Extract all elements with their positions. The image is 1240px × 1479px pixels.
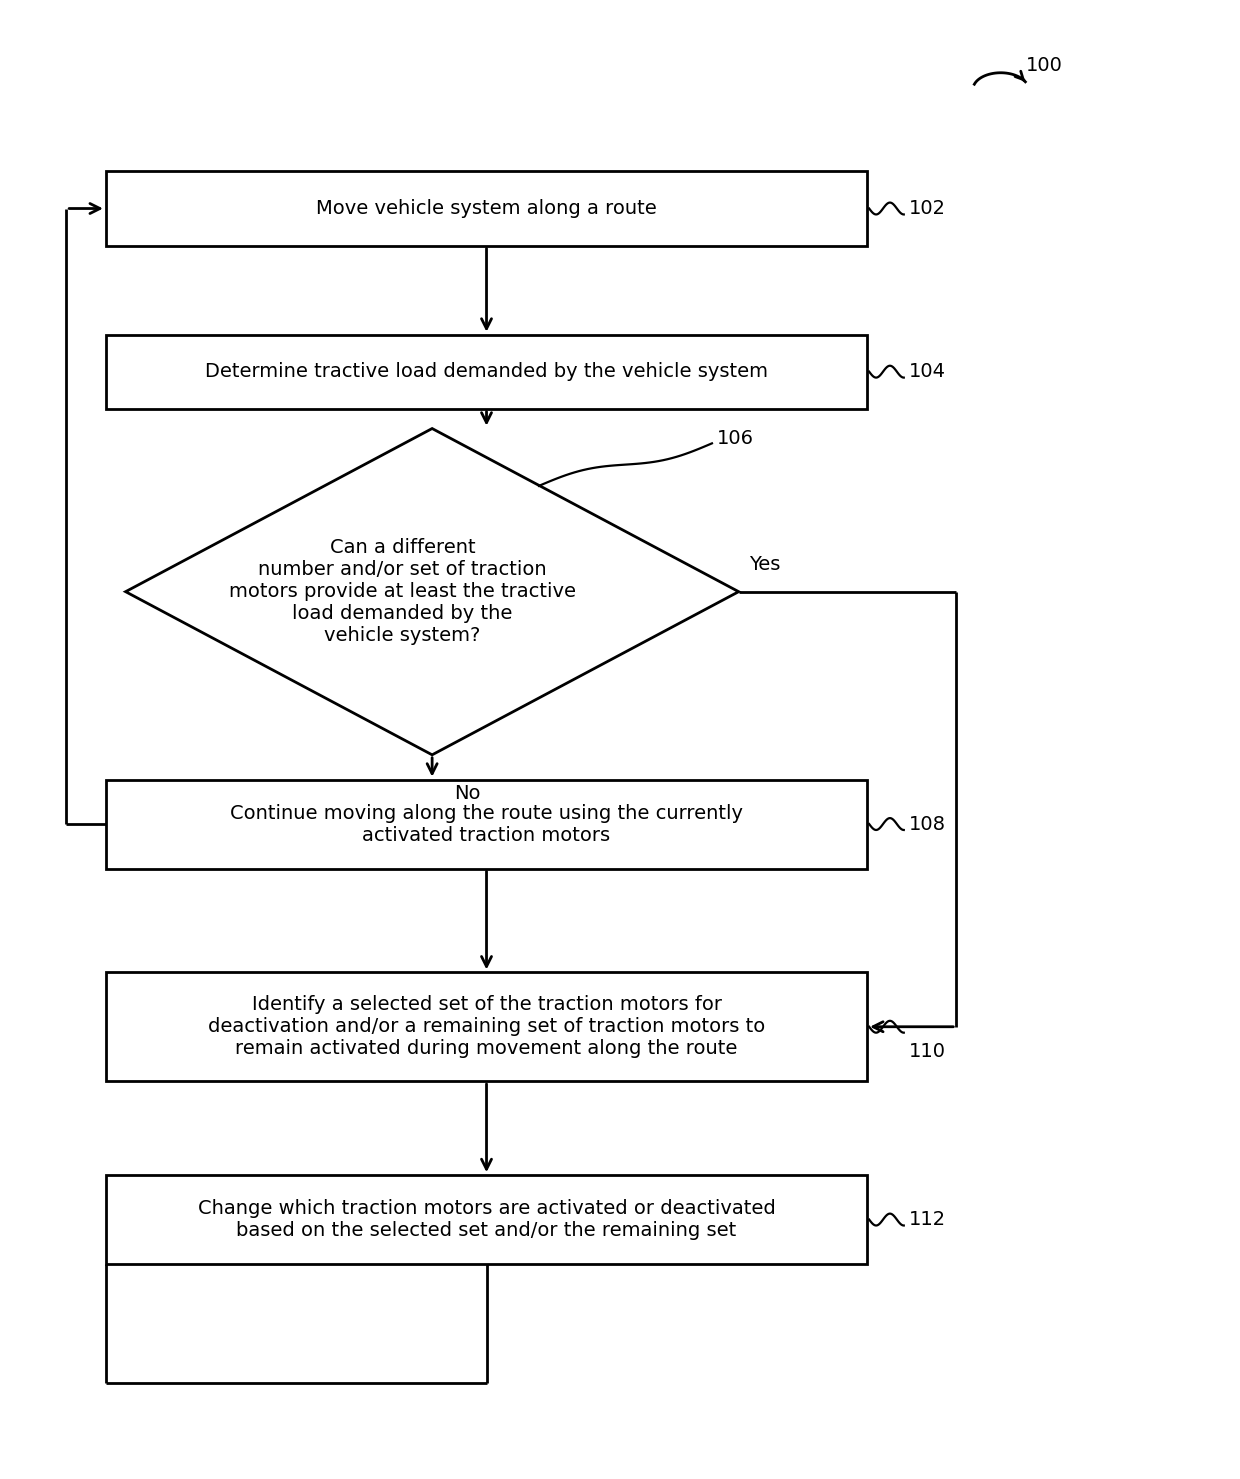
Text: Change which traction motors are activated or deactivated
based on the selected : Change which traction motors are activat… (197, 1199, 775, 1239)
Text: Continue moving along the route using the currently
activated traction motors: Continue moving along the route using th… (229, 803, 743, 845)
Text: 108: 108 (909, 815, 946, 834)
Bar (105, 1176, 867, 1265)
Bar (105, 972, 867, 1081)
Text: No: No (454, 784, 480, 803)
Text: Move vehicle system along a route: Move vehicle system along a route (316, 200, 657, 217)
Text: 102: 102 (909, 200, 946, 217)
Text: 106: 106 (717, 429, 754, 448)
Text: Can a different
number and/or set of traction
motors provide at least the tracti: Can a different number and/or set of tra… (229, 538, 575, 645)
Text: 110: 110 (909, 1043, 946, 1060)
Text: Determine tractive load demanded by the vehicle system: Determine tractive load demanded by the … (205, 362, 768, 382)
Bar (105, 334, 867, 408)
Text: 112: 112 (909, 1210, 946, 1229)
Bar (105, 172, 867, 246)
Polygon shape (125, 429, 739, 754)
Text: 100: 100 (1025, 56, 1063, 75)
Bar (105, 779, 867, 868)
Text: Yes: Yes (749, 555, 780, 574)
Text: 104: 104 (909, 362, 946, 382)
Text: Identify a selected set of the traction motors for
deactivation and/or a remaini: Identify a selected set of the traction … (208, 995, 765, 1059)
